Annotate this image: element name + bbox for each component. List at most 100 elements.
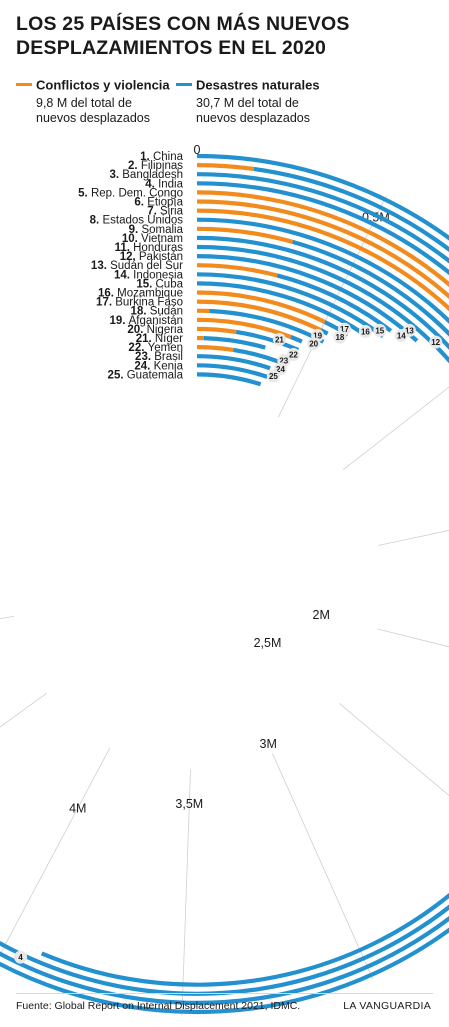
country-rank-text: 17. [96,297,115,309]
country-name-text: Afganistán [129,315,183,327]
bar-disaster-24 [196,363,268,379]
country-rank-text: 22. [128,342,147,354]
country-label: 3. Bangladesh [109,169,183,181]
country-name-text: Estados Unidos [102,215,183,227]
rank-badge-number: 20 [309,340,318,349]
country-name-text: Mozambique [117,288,183,300]
country-label: 12. Pakistán [120,251,183,263]
country-name-text: Bangladesh [122,169,183,181]
rank-badge-number: 24 [276,365,285,374]
bar-conflict-20 [196,326,237,335]
country-name-text: Honduras [133,242,183,254]
gridline-4 [0,747,111,956]
bar-conflict-7 [196,208,449,312]
country-name-text: Guatemala [127,369,184,381]
country-label: 15. Cuba [136,278,183,290]
bar-conflict-16 [196,290,326,324]
bar-disaster-3 [0,172,449,996]
country-label: 6. Etiopía [134,197,183,209]
country-label: 1. China [140,151,183,163]
rank-badge-number: 19 [313,332,322,341]
country-name-text: Burkina Faso [115,297,183,309]
rank-badge [358,325,372,338]
country-rank-text: 13. [91,260,110,272]
country-rank-text: 1. [140,151,153,163]
country-label: 22. Yemen [128,342,183,354]
bar-conflict-17 [196,299,322,333]
country-name-text: Sudán del Sur [110,260,183,272]
legend-conflict-note-line2: nuevos desplazados [36,111,150,125]
bar-disaster-19 [290,335,303,344]
gridline-4.5 [0,692,48,728]
country-label: 20. Nigeria [127,324,183,336]
country-rank-text: 20. [127,324,146,336]
country-name-text: Kenia [154,360,184,372]
bar-conflict-22 [196,344,234,352]
bar-disaster-23 [196,354,271,371]
rank-badge-number: 18 [335,333,344,342]
bar-disaster-14 [196,272,385,339]
country-name-text: Nigeria [147,324,184,336]
footer-divider [16,993,433,994]
tick-label: 3M [260,737,277,751]
country-rank-text: 24. [134,360,153,372]
country-rank-text: 15. [136,278,155,290]
country-label: 11. Honduras [115,242,184,254]
bar-disaster-4 [40,181,449,987]
rank-badge [14,950,28,964]
gridline-5 [0,615,15,620]
country-label: 9. Somalia [129,224,184,236]
rank-badge [266,369,280,383]
legend-disaster-note-line1: 30,7 M del total de [196,96,299,110]
tick-label: 2,5M [254,636,282,650]
legend-conflict-swatch [16,83,32,87]
tick-label: 3,5M [175,797,203,811]
tick-label: 2M [313,608,330,622]
country-rank-text: 12. [120,251,139,263]
country-rank-text: 6. [134,197,147,209]
legend-disaster-swatch [176,83,192,87]
country-rank-text: 23. [135,351,154,363]
bar-disaster-11 [196,244,449,364]
bar-disaster-9 [291,239,449,337]
country-label: 24. Kenia [134,360,183,372]
country-rank-text: 11. [115,242,134,254]
bar-disaster-15 [196,281,364,335]
country-label: 18. Sudán [131,306,183,318]
country-name-text: Indonesia [133,269,183,281]
country-label: 2. Filipinas [128,160,183,172]
bar-disaster-13 [276,273,393,333]
rank-badge-number: 21 [275,336,284,345]
country-rank-text: 18. [131,306,150,318]
rank-badge [286,348,300,361]
country-name-text: Pakistán [139,251,183,263]
country-label: 13. Sudán del Sur [91,260,183,272]
gridline-1.5 [378,530,449,546]
rank-badge-number: 15 [375,326,384,335]
country-rank-text: 2. [128,160,141,172]
country-name-text: Vietnam [141,233,183,245]
gridline-3 [272,753,374,979]
publisher-logo: LA VANGUARDIA [343,1000,431,1012]
country-label: 4. India [145,178,183,190]
rank-badge-number: 12 [431,338,440,347]
bar-disaster-8 [196,217,449,324]
tick-label: 0 [194,143,201,157]
rank-badge-number: 14 [397,332,406,341]
rank-badge-number: 22 [289,351,298,360]
country-name-text: China [153,151,184,163]
country-label: 17. Burkina Faso [96,297,183,309]
rank-badge [429,335,443,349]
rank-badge [272,333,286,346]
country-rank-text: 5. [78,187,91,199]
rank-badge [307,337,321,351]
gridline-2.5 [338,702,449,796]
bar-disaster-12 [196,254,419,343]
country-label: 19. Afganistán [109,315,183,327]
country-label: 23. Brasil [135,351,183,363]
country-name-text: Sudán [150,306,183,318]
rank-badge [333,330,347,344]
bar-conflict-6 [196,199,449,300]
rank-badge [373,323,387,337]
